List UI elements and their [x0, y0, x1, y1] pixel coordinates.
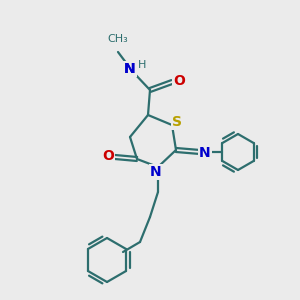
- Text: H: H: [138, 60, 146, 70]
- Text: N: N: [199, 146, 211, 160]
- Text: CH₃: CH₃: [108, 34, 128, 44]
- Text: O: O: [102, 149, 114, 163]
- Text: N: N: [124, 62, 136, 76]
- Text: O: O: [173, 74, 185, 88]
- Text: S: S: [172, 115, 182, 129]
- Text: N: N: [150, 165, 162, 179]
- Text: N: N: [124, 62, 136, 76]
